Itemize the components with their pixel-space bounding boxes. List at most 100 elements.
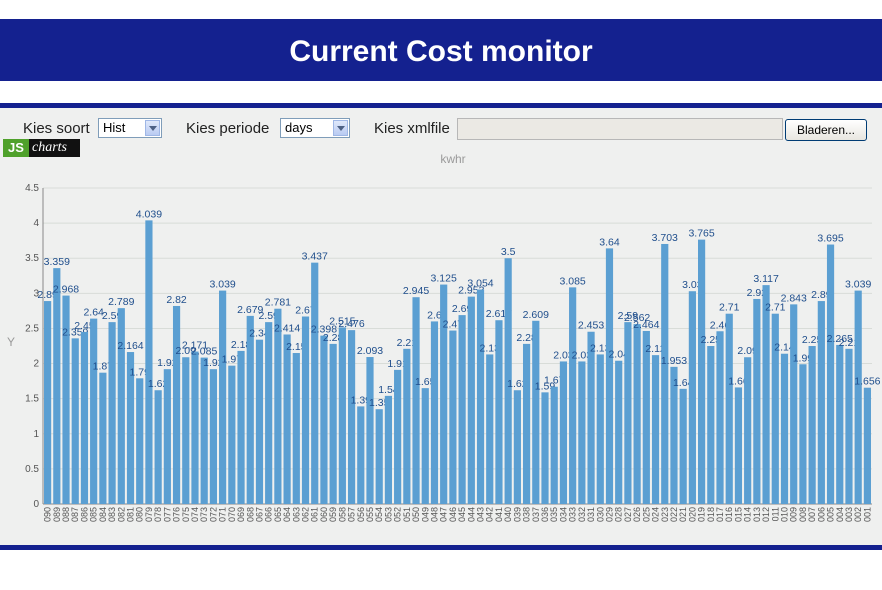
chart-bar <box>670 366 678 504</box>
chart-bar <box>863 387 871 504</box>
x-tick-label: 081 <box>126 507 136 522</box>
x-tick-label: 087 <box>70 507 80 522</box>
chart-bar <box>698 239 706 504</box>
chart-bar <box>753 298 761 504</box>
x-tick-label: 076 <box>172 507 182 522</box>
chart-bar <box>163 369 171 504</box>
x-tick-label: 088 <box>61 507 71 522</box>
bar-value-label: 2.464 <box>633 319 659 331</box>
chart-bar <box>799 364 807 504</box>
chart-bar <box>495 320 503 504</box>
chart-bar <box>440 284 448 504</box>
y-tick-label: 0.5 <box>25 464 39 475</box>
chart-bar <box>744 357 752 504</box>
x-tick-label: 084 <box>98 507 108 522</box>
chart-bar <box>329 343 337 504</box>
chart-bar <box>209 369 217 504</box>
bar-value-label: 1.91 <box>387 358 408 370</box>
period-label: Kies periode <box>186 120 270 137</box>
chart-bar <box>817 301 825 504</box>
chart-bar <box>716 331 724 504</box>
chart-bar <box>467 296 475 504</box>
chevron-down-icon[interactable] <box>333 120 348 136</box>
chart-bar <box>191 351 199 504</box>
bar-value-label: 3.437 <box>302 251 328 263</box>
x-tick-label: 016 <box>724 507 734 522</box>
x-tick-label: 038 <box>522 507 532 522</box>
bar-value-label: 2.085 <box>191 346 217 358</box>
x-tick-label: 012 <box>761 507 771 522</box>
bar-value-label: 2.12 <box>645 343 666 355</box>
chart-bar <box>826 244 835 504</box>
x-tick-label: 068 <box>245 507 255 522</box>
y-tick-label: 1 <box>33 429 39 440</box>
bar-value-label: 3.5 <box>501 246 516 258</box>
x-tick-label: 085 <box>89 507 99 522</box>
x-tick-label: 051 <box>402 507 412 522</box>
chart-bar <box>596 354 604 504</box>
bar-value-label: 2.171 <box>182 340 208 352</box>
y-tick-label: 0 <box>33 499 39 510</box>
x-tick-label: 042 <box>485 507 495 522</box>
bar-value-label: 2.781 <box>265 297 291 309</box>
chart-bar <box>145 220 153 504</box>
chart-bar <box>182 357 190 504</box>
chart-bar <box>688 291 696 504</box>
bar-value-label: 2.03 <box>553 349 574 361</box>
x-tick-label: 071 <box>218 507 228 522</box>
chart-bar <box>780 353 789 504</box>
chart-bar <box>99 372 107 504</box>
bar-value-label: 2.476 <box>338 318 364 330</box>
bar-value-label: 1.87 <box>93 361 114 373</box>
bar-value-label: 1.92 <box>157 357 178 369</box>
x-tick-label: 057 <box>347 507 357 522</box>
bar-value-label: 1.35 <box>369 397 390 409</box>
x-tick-label: 086 <box>79 507 89 522</box>
x-tick-label: 005 <box>826 507 836 522</box>
bar-value-label: 3.125 <box>431 273 457 285</box>
x-tick-label: 066 <box>264 507 274 522</box>
x-tick-label: 003 <box>844 507 854 522</box>
x-tick-label: 061 <box>310 507 320 522</box>
chart-bar <box>679 388 687 504</box>
x-tick-label: 049 <box>420 507 430 522</box>
x-tick-label: 064 <box>282 507 292 522</box>
chart-bar <box>541 392 549 504</box>
x-tick-label: 047 <box>439 507 449 522</box>
chart-bar <box>836 344 844 504</box>
chart-bar <box>605 248 614 504</box>
bar-value-label: 1.99 <box>793 352 814 364</box>
y-axis-label: Y <box>7 335 15 349</box>
xml-file-input[interactable] <box>457 118 783 140</box>
x-tick-label: 008 <box>798 507 808 522</box>
bar-value-label: 2.679 <box>237 304 263 316</box>
x-tick-label: 080 <box>135 507 145 522</box>
chart-bar <box>274 308 282 504</box>
chart-bar <box>559 361 568 504</box>
bar-value-label: 2.47 <box>443 319 464 331</box>
chart-bar <box>71 338 79 504</box>
browse-button[interactable]: Bladeren... <box>785 119 867 141</box>
x-tick-label: 078 <box>153 507 163 522</box>
bar-value-label: 2.6 <box>427 309 442 321</box>
chart-bar <box>725 313 733 504</box>
y-tick-label: 3 <box>33 288 39 299</box>
controls-bar: Kies soort Hist Kies periode days Kies x… <box>0 108 882 142</box>
bar-value-label: 3.054 <box>467 278 493 290</box>
chart-bar <box>219 290 227 504</box>
bar-value-label: 2.59 <box>618 310 639 322</box>
x-tick-label: 056 <box>356 507 366 522</box>
period-select[interactable]: days <box>280 118 350 138</box>
x-tick-label: 011 <box>770 507 780 521</box>
chart-bar <box>412 297 420 504</box>
logo-charts-text: charts <box>32 140 67 155</box>
chart-bar <box>394 369 402 504</box>
type-select[interactable]: Hist <box>98 118 162 138</box>
chart-bar <box>633 324 641 504</box>
chart-bar <box>587 331 595 504</box>
x-tick-label: 004 <box>835 507 845 522</box>
chevron-down-icon[interactable] <box>145 120 160 136</box>
x-tick-label: 010 <box>779 507 789 522</box>
bar-value-label: 2.945 <box>403 285 429 297</box>
chart-bar <box>44 301 52 504</box>
